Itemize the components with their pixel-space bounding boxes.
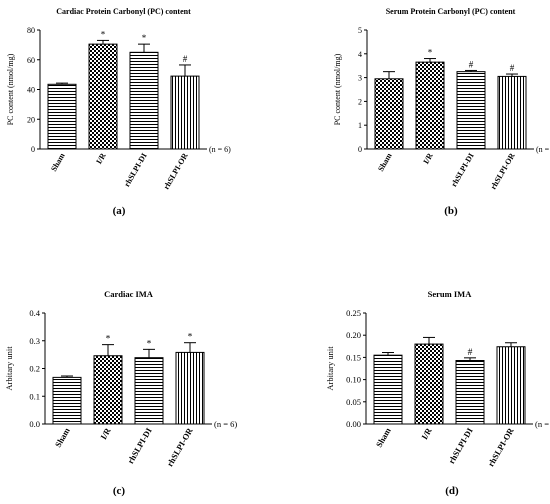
y-axis-label: PC content (nmol/mg) (6, 53, 15, 125)
y-axis-label: Arbitary unit (4, 346, 14, 391)
y-tick-label: 40 (27, 86, 35, 95)
x-tick-label: Sham (376, 151, 394, 173)
chart-title: Serum IMA (428, 289, 473, 299)
x-tick-label: rhSLPI-DI (449, 152, 475, 189)
significance-marker: * (142, 33, 147, 43)
significance-marker: # (183, 54, 188, 64)
y-tick-label: 0.1 (29, 391, 40, 401)
x-tick-label: rhSLPI-OR (489, 151, 517, 191)
bar-i-r (93, 355, 123, 425)
significance-marker: * (147, 339, 152, 349)
y-tick-label: 4 (358, 50, 362, 59)
y-tick-label: 0.2 (29, 364, 40, 374)
y-tick-label: 5 (358, 26, 362, 35)
y-tick-label: 0.20 (346, 330, 361, 340)
significance-marker: # (469, 59, 474, 69)
significance-marker: * (188, 333, 193, 343)
bar-sham (374, 78, 404, 150)
x-tick-label: rhSLPI-DI (122, 152, 148, 189)
y-tick-label: 0.05 (346, 397, 361, 407)
y-tick-label: 0.15 (346, 352, 361, 362)
y-tick-label: 0.10 (346, 375, 361, 385)
x-tick-label: Sham (49, 151, 67, 173)
y-tick-label: 1 (358, 121, 362, 130)
y-tick-label: 0.0 (29, 419, 40, 429)
x-tick-label: rhSLPI-DI (125, 425, 154, 465)
y-tick-label: 2 (358, 97, 362, 106)
bar-i-r (414, 343, 444, 425)
bar-rhslpi-or (497, 75, 527, 150)
y-tick-label: 20 (27, 115, 35, 124)
panel-label: (c) (113, 485, 126, 497)
y-tick-label: 0.00 (346, 419, 361, 429)
significance-marker: * (428, 48, 433, 58)
bar-rhslpi-di (456, 71, 486, 150)
y-tick-label: 0 (31, 145, 35, 154)
y-tick-label: 0.3 (29, 336, 40, 346)
x-tick-label: Sham (374, 426, 393, 449)
chart-title: Cardiac Protein Carbonyl (PC) content (56, 7, 191, 16)
y-tick-label: 0.25 (346, 308, 361, 318)
bar-rhslpi-di (134, 357, 164, 425)
sample-size-note: (n = 6) (536, 145, 550, 154)
chart-panel-1: Serum Protein Carbonyl (PC) content 0 1 2 3 4… (333, 7, 550, 217)
significance-marker: # (510, 63, 515, 73)
bar-rhslpi-di (129, 51, 159, 150)
bar-rhslpi-or (496, 346, 526, 425)
bar-rhslpi-or (175, 351, 205, 425)
bar-rhslpi-di (455, 360, 485, 425)
bar-sham (373, 354, 403, 425)
x-tick-label: I/R (98, 425, 113, 441)
x-tick-label: Sham (53, 426, 72, 449)
y-tick-label: 0.4 (29, 308, 40, 318)
significance-marker: * (101, 29, 106, 39)
chart-title: Serum Protein Carbonyl (PC) content (386, 7, 516, 16)
significance-marker: * (106, 335, 111, 345)
panel-label: (a) (113, 205, 126, 217)
sample-size-note: (n = 6) (214, 419, 237, 429)
bar-i-r (415, 61, 445, 150)
x-tick-label: I/R (421, 151, 434, 165)
x-tick-label: rhSLPI-OR (162, 151, 190, 191)
y-tick-label: 60 (27, 56, 35, 65)
y-tick-label: 3 (358, 74, 362, 83)
chart-panel-3: Serum IMA 0.00 0.05 0.10 0.15 0.20 0.25 Arbitar… (325, 289, 550, 497)
y-axis-label: PC content (nmol/mg) (333, 53, 342, 125)
significance-marker: # (468, 348, 473, 358)
x-tick-label: rhSLPI-OR (165, 425, 196, 468)
y-axis-label: Arbitary unit (325, 346, 335, 391)
x-tick-label: rhSLPI-OR (486, 425, 517, 468)
y-tick-label: 0 (358, 145, 362, 154)
bar-sham (47, 83, 77, 150)
sample-size-note: (n = 6) (535, 419, 550, 429)
sample-size-note: (n = 6) (209, 145, 231, 154)
panel-label: (b) (444, 205, 458, 217)
y-tick-label: 80 (27, 26, 35, 35)
x-tick-label: rhSLPI-DI (446, 425, 475, 465)
panel-label: (d) (445, 485, 459, 497)
chart-panel-0: Cardiac Protein Carbonyl (PC) content 0 20… (6, 7, 231, 217)
bar-rhslpi-or (170, 75, 200, 150)
bar-sham (52, 376, 82, 425)
x-tick-label: I/R (94, 151, 107, 165)
x-tick-label: I/R (419, 425, 434, 441)
bar-i-r (88, 43, 118, 150)
chart-panel-2: Cardiac IMA 0.0 0.1 0.2 0.3 0.4 Arbitary unit S… (4, 289, 237, 497)
chart-title: Cardiac IMA (104, 289, 154, 299)
